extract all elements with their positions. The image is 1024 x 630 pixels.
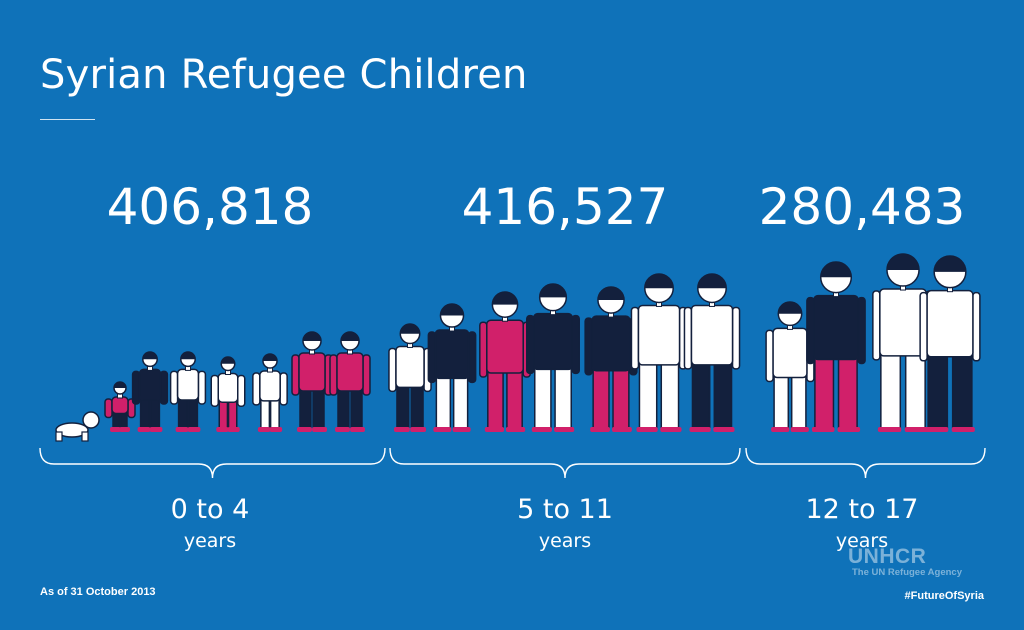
person-figure-5 <box>252 353 288 432</box>
person-figure-9 <box>427 303 477 432</box>
count-5-to-11: 416,527 <box>461 178 669 236</box>
hashtag-link[interactable]: #FutureOfSyria <box>904 590 984 602</box>
count-12-to-17: 280,483 <box>758 178 966 236</box>
range-label-12-to-17: 12 to 17 <box>805 494 919 525</box>
person-figure-6 <box>291 331 333 432</box>
date-footnote: As of 31 October 2013 <box>40 586 156 598</box>
logo-name: UNHCR <box>848 545 927 568</box>
range-label-5-to-11: 5 to 11 <box>517 494 613 525</box>
logo-tagline: The UN Refugee Agency <box>852 567 962 578</box>
person-figure-7 <box>329 331 371 432</box>
person-figure-2 <box>131 351 169 432</box>
range-unit-5-to-11: years <box>538 530 592 552</box>
person-figure-18 <box>919 255 981 432</box>
group-brace-1 <box>39 447 386 479</box>
person-figure-10 <box>479 291 531 432</box>
chart-title: Syrian Refugee Children <box>40 52 528 98</box>
person-figure-12 <box>584 286 638 432</box>
person-figure-8 <box>388 323 432 432</box>
range-unit-12-to-17: years <box>835 530 889 552</box>
person-figure-11 <box>526 283 580 432</box>
range-unit-0-to-4: years <box>183 530 237 552</box>
person-figure-1 <box>104 381 136 432</box>
person-figure-17 <box>872 253 934 432</box>
person-figure-16 <box>806 261 866 432</box>
range-label-0-to-4: 0 to 4 <box>170 494 250 525</box>
person-figure-13 <box>630 273 688 432</box>
person-figure-4 <box>210 356 246 432</box>
group-brace-2 <box>389 447 741 479</box>
person-figure-3 <box>169 351 207 432</box>
title-underline <box>40 119 95 120</box>
unhcr-logo: UNHCR The UN Refugee Agency <box>848 545 988 578</box>
baby-figure <box>55 411 100 442</box>
group-brace-3 <box>745 447 986 479</box>
person-figure-14 <box>683 273 741 432</box>
count-0-to-4: 406,818 <box>106 178 314 236</box>
